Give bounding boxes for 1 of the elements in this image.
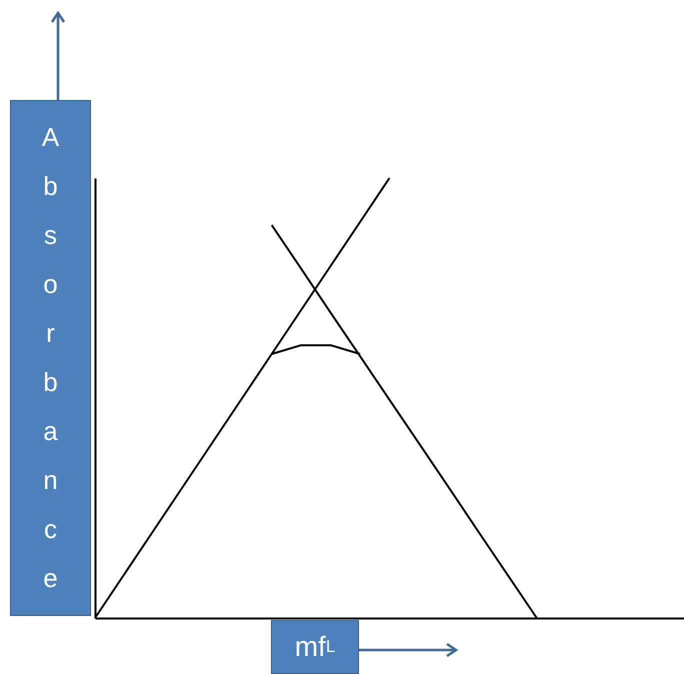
text: Absorbance bbox=[42, 122, 60, 593]
